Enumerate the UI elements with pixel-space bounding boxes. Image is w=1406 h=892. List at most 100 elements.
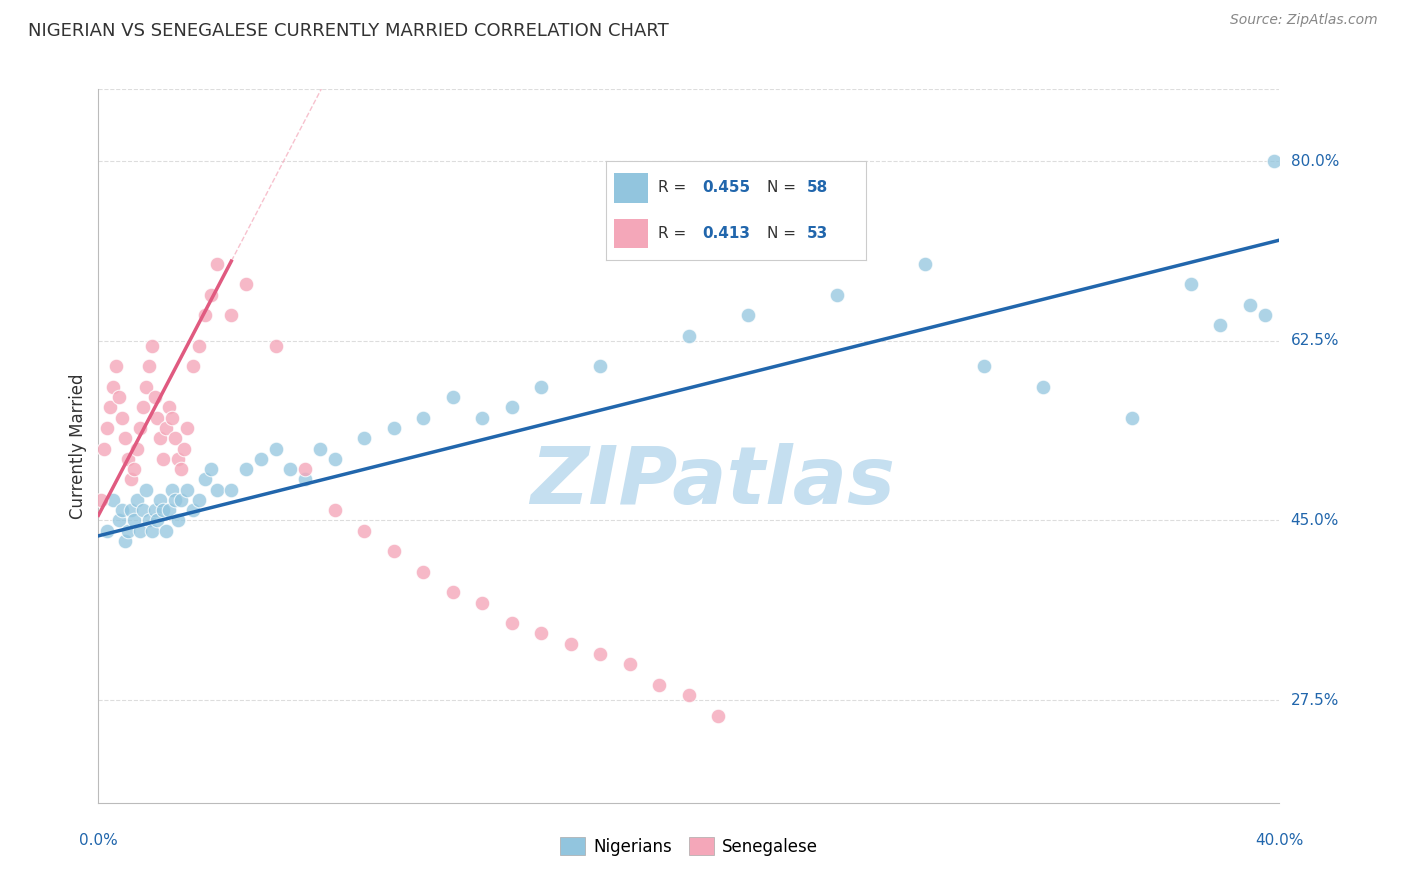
Text: Source: ZipAtlas.com: Source: ZipAtlas.com [1230, 13, 1378, 28]
Text: ZIPatlas: ZIPatlas [530, 442, 896, 521]
Text: 0.0%: 0.0% [79, 833, 118, 848]
Point [120, 503, 142, 517]
Point [200, 462, 222, 476]
Point [120, 472, 142, 486]
Point [176, 421, 198, 435]
Point [155, 524, 177, 538]
Point [353, 431, 375, 445]
Point [737, 308, 759, 322]
Point [235, 277, 257, 292]
Point [138, 359, 160, 374]
Point [530, 380, 553, 394]
Point [1121, 410, 1143, 425]
Point [176, 483, 198, 497]
Text: 80.0%: 80.0% [1291, 153, 1339, 169]
Point [114, 431, 136, 445]
Point [264, 442, 287, 456]
Point [323, 451, 346, 466]
Point [353, 524, 375, 538]
Point [103, 492, 125, 507]
Point [235, 462, 257, 476]
Point [152, 503, 174, 517]
Point [382, 544, 405, 558]
Point [170, 492, 193, 507]
Point [294, 462, 316, 476]
Text: 53: 53 [806, 226, 828, 241]
Point [187, 339, 209, 353]
Point [219, 308, 242, 322]
Point [128, 421, 150, 435]
Point [1180, 277, 1202, 292]
Point [1209, 318, 1232, 333]
Point [157, 503, 180, 517]
Point [165, 431, 187, 445]
Text: 62.5%: 62.5% [1291, 334, 1339, 348]
Point [138, 513, 160, 527]
Point [589, 359, 612, 374]
Point [108, 390, 131, 404]
Point [530, 626, 553, 640]
Point [141, 339, 163, 353]
Text: 45.0%: 45.0% [1291, 513, 1339, 528]
Text: R =: R = [658, 180, 686, 195]
Point [501, 401, 523, 415]
Point [914, 257, 936, 271]
Point [135, 483, 157, 497]
Point [1254, 308, 1277, 322]
Point [155, 421, 177, 435]
Point [501, 616, 523, 631]
Point [187, 492, 209, 507]
Point [648, 678, 671, 692]
Point [194, 308, 217, 322]
Legend: Nigerians, Senegalese: Nigerians, Senegalese [553, 830, 825, 863]
Text: 0.455: 0.455 [703, 180, 751, 195]
Point [105, 359, 128, 374]
Point [132, 401, 155, 415]
Point [412, 410, 434, 425]
Point [973, 359, 995, 374]
Point [441, 390, 464, 404]
Point [1239, 298, 1261, 312]
Point [162, 483, 183, 497]
Point [471, 410, 494, 425]
Point [194, 472, 217, 486]
Point [108, 513, 131, 527]
Y-axis label: Currently Married: Currently Married [69, 373, 87, 519]
Point [103, 380, 125, 394]
Point [125, 442, 148, 456]
Point [181, 503, 204, 517]
Bar [614, 172, 648, 202]
Point [152, 451, 174, 466]
Point [149, 431, 172, 445]
Point [135, 380, 157, 394]
Text: 0.413: 0.413 [703, 226, 751, 241]
Point [200, 287, 222, 301]
Text: 40.0%: 40.0% [1256, 833, 1303, 848]
Text: 58: 58 [806, 180, 828, 195]
Point [149, 492, 172, 507]
Point [825, 287, 848, 301]
Text: N =: N = [768, 180, 796, 195]
Point [90, 492, 112, 507]
Point [125, 492, 148, 507]
Point [167, 451, 190, 466]
Point [264, 339, 287, 353]
Point [143, 503, 166, 517]
Point [205, 483, 228, 497]
Point [117, 451, 139, 466]
Point [111, 503, 134, 517]
Point [167, 513, 190, 527]
Point [96, 524, 118, 538]
Point [117, 524, 139, 538]
Text: R =: R = [658, 226, 686, 241]
Point [278, 462, 302, 476]
Point [114, 533, 136, 548]
Point [122, 513, 145, 527]
Point [1263, 154, 1285, 169]
Point [250, 451, 273, 466]
Point [678, 688, 700, 702]
Point [441, 585, 464, 599]
Text: 27.5%: 27.5% [1291, 692, 1339, 707]
Point [382, 421, 405, 435]
Point [165, 492, 187, 507]
